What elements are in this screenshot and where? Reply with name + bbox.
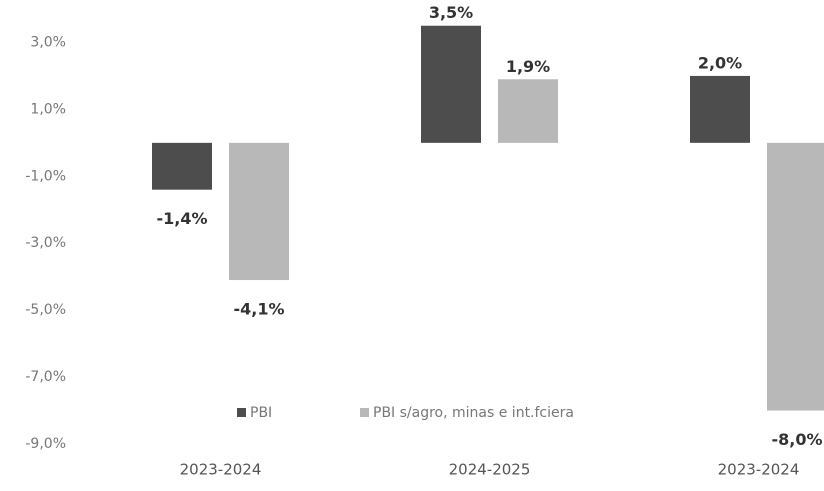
- value-label: 2,0%: [698, 53, 742, 72]
- y-tick-label: -1,0%: [25, 168, 66, 184]
- x-tick-label: 2023-2024: [718, 461, 800, 479]
- y-tick-label: -9,0%: [25, 436, 66, 452]
- bar: [421, 25, 481, 143]
- value-label: -4,1%: [233, 300, 284, 319]
- value-label: 3,5%: [429, 3, 473, 22]
- x-tick-label: 2023-2024: [180, 461, 262, 479]
- y-tick-label: -3,0%: [25, 235, 66, 251]
- value-label: -8,0%: [771, 430, 822, 449]
- y-tick-label: 1,0%: [30, 101, 66, 117]
- legend-swatch: [237, 408, 246, 417]
- legend-swatch: [360, 408, 369, 417]
- bar: [767, 142, 824, 411]
- x-tick-label: 2024-2025: [449, 461, 531, 479]
- y-tick-label: -7,0%: [25, 369, 66, 385]
- y-tick-label: -5,0%: [25, 302, 66, 318]
- bar: [152, 142, 212, 190]
- value-label: -1,4%: [156, 209, 207, 228]
- legend-label: PBI: [250, 405, 272, 421]
- bar: [229, 142, 289, 281]
- bar: [498, 79, 558, 143]
- bar: [690, 75, 750, 143]
- y-tick-label: 3,0%: [30, 34, 66, 50]
- value-label: 1,9%: [506, 57, 550, 76]
- legend-label: PBI s/agro, minas e int.fciera: [373, 405, 574, 421]
